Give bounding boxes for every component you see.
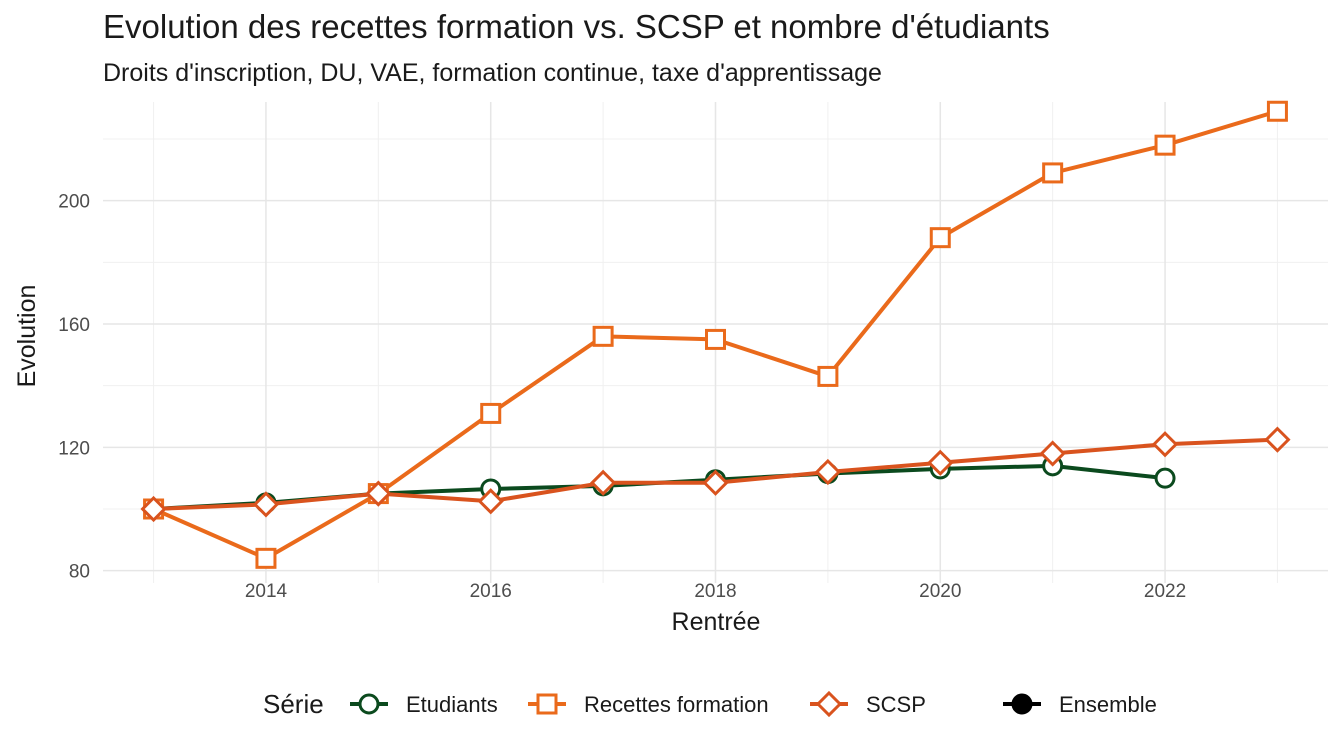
data-point-recettes-formation: Recettes formation 2019: 143 — [817, 365, 839, 387]
y-tick-label: 120 — [58, 438, 90, 459]
data-point-recettes-formation: Recettes formation 2018: 155 — [705, 328, 726, 350]
x-axis-title: Rentrée — [672, 608, 761, 636]
y-tick-label: 80 — [69, 562, 90, 583]
x-tick-label: 2022 — [1144, 581, 1186, 602]
data-point-recettes-formation: Recettes formation 2020: 188 — [929, 227, 951, 249]
legend: Série Etudiants Recettes formation SCSP Ense… — [263, 689, 1157, 719]
data-point-recettes-formation: Recettes formation 2017: 156 — [592, 325, 614, 347]
y-tick-label: 160 — [58, 315, 90, 336]
x-tick-label: 2016 — [470, 581, 512, 602]
axis-ticks: 2014 2016 2018 2020 2022 80 120 160 200 — [58, 192, 1186, 602]
series-scsp: SCSP 2013: 100 SCSP 2014: 101.5 SCSP 2015:… — [140, 426, 1291, 523]
legend-label: Ensemble — [1059, 692, 1157, 717]
chart-title: Evolution des recettes formation vs. SCS… — [103, 8, 1050, 45]
data-point-scsp: SCSP 2013: 100 — [140, 495, 167, 523]
x-tick-label: 2014 — [245, 581, 288, 602]
legend-item: Ensemble — [1003, 692, 1157, 717]
series-recettes-formation: Recettes formation 2013: 100Recettes for… — [143, 100, 1288, 569]
data-point-scsp: SCSP 2015: 105 — [365, 480, 392, 507]
data-point-scsp: SCSP 2021: 118 — [1039, 440, 1066, 467]
chart-subtitle: Droits d'inscription, DU, VAE, formation… — [103, 59, 882, 87]
data-point-scsp: SCSP 2023: 122.5 — [1264, 426, 1291, 453]
legend-key-marker — [358, 693, 380, 715]
legend-item: Recettes formation — [528, 692, 769, 717]
legend-item: Etudiants — [350, 692, 498, 717]
data-point-scsp: SCSP 2020: 115 — [927, 449, 954, 476]
data-point-recettes-formation: Recettes formation 2016: 131 — [480, 402, 502, 424]
data-point-recettes-formation: Recettes formation 2022: 218 — [1154, 134, 1176, 156]
x-tick-label: 2018 — [694, 581, 736, 602]
legend-key-marker — [536, 693, 558, 715]
data-point-scsp: SCSP 2018: 108.5 — [702, 469, 729, 496]
legend-label: Etudiants — [406, 692, 498, 717]
data-point-recettes-formation: Recettes formation 2023: 229 — [1266, 100, 1288, 122]
legend-key-marker — [1011, 693, 1033, 715]
y-axis-title: Evolution — [13, 285, 41, 388]
legend-key-marker — [815, 690, 843, 718]
data-point-scsp: SCSP 2019: 112 — [814, 458, 842, 486]
data-point-recettes-formation: Recettes formation 2021: 209 — [1042, 162, 1064, 184]
legend-label: Recettes formation — [584, 692, 769, 717]
data-point-scsp: SCSP 2014: 101.5 — [252, 491, 280, 518]
legend-title: Série — [263, 689, 324, 719]
legend-label: SCSP — [866, 692, 926, 717]
x-tick-label: 2020 — [919, 581, 961, 602]
y-tick-label: 200 — [58, 192, 90, 213]
plot-series: Etudiants 2013: 100Etudiants 2014: 102Et… — [140, 100, 1291, 569]
data-point-etudiants: Etudiants 2022: 110 — [1154, 467, 1176, 489]
data-point-recettes-formation: Recettes formation 2014: 84 — [255, 547, 277, 569]
legend-item: SCSP — [810, 690, 926, 718]
data-point-scsp: SCSP 2016: 102.5 — [477, 488, 504, 515]
data-point-scsp: SCSP 2017: 108.5 — [589, 469, 617, 496]
data-point-scsp: SCSP 2022: 121 — [1151, 431, 1179, 458]
